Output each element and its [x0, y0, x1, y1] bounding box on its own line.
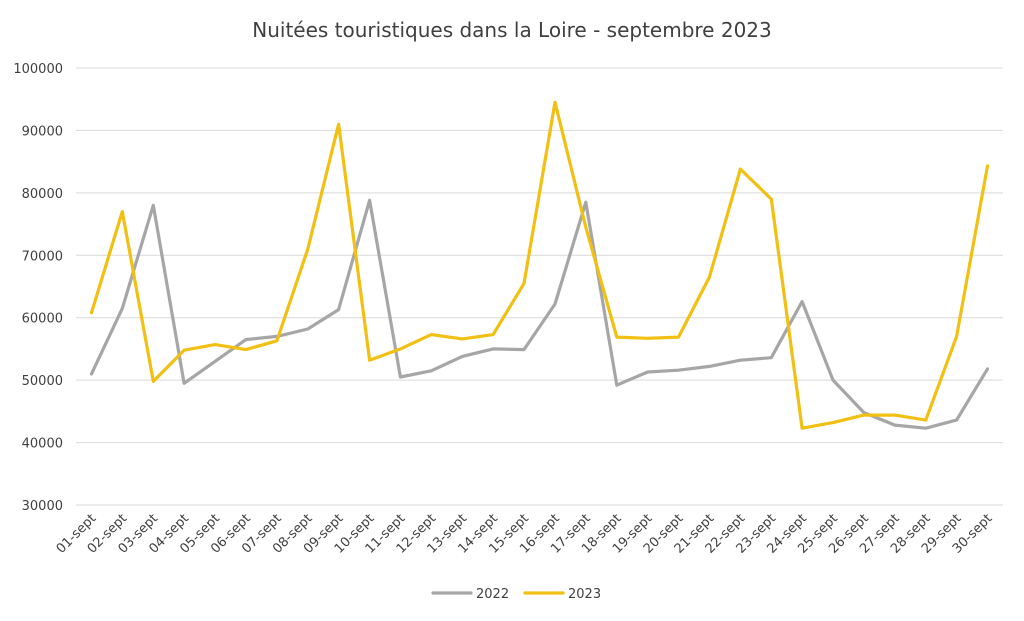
legend: 2022 2023: [431, 587, 601, 602]
y-tick-label: 90000: [22, 124, 63, 139]
y-axis: 30000 40000 50000 60000 70000 80000 90000 10000…: [13, 62, 63, 514]
gridlines: [76, 67, 1003, 506]
legend-label-2022: 2022: [476, 587, 509, 602]
x-axis: 01-sept02-sept03-sept04-sept05-sept06-se…: [54, 511, 996, 557]
series-line-2022: [89, 198, 990, 430]
y-tick-label: 30000: [22, 499, 63, 514]
legend-label-2023: 2023: [568, 587, 601, 602]
series-line-2023: [89, 100, 990, 430]
y-tick-label: 70000: [22, 249, 63, 264]
chart-title: Nuitées touristiques dans la Loire - sep…: [252, 18, 772, 42]
y-tick-label: 40000: [22, 437, 63, 452]
y-tick-label: 100000: [13, 62, 63, 77]
y-tick-label: 80000: [22, 187, 63, 202]
series-lines: [89, 100, 990, 430]
y-tick-label: 60000: [22, 312, 63, 327]
y-tick-label: 50000: [22, 374, 63, 389]
